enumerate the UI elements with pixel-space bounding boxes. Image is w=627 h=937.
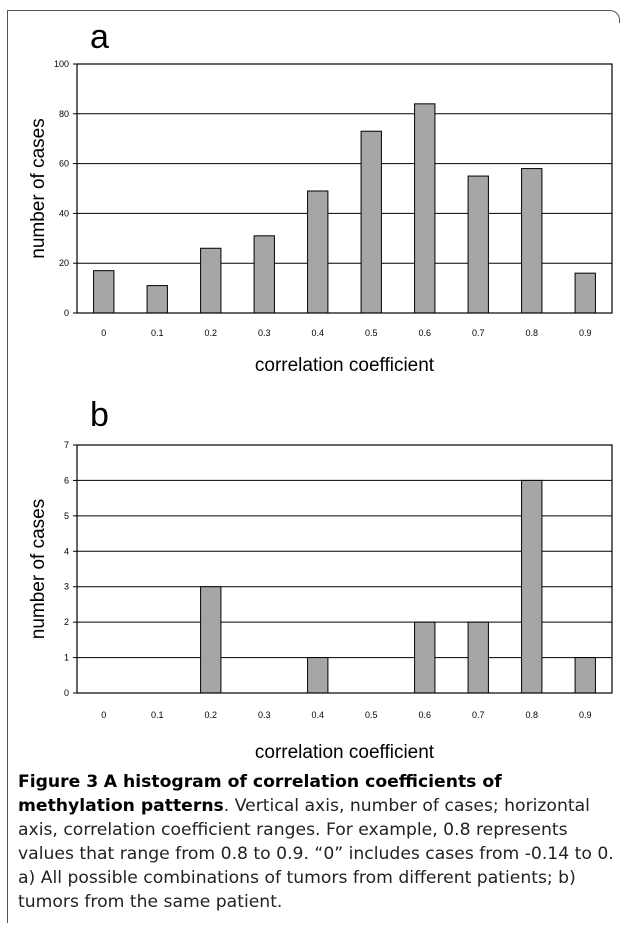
- plot-area-border: [76, 63, 613, 314]
- x-tick-label: 0.5: [365, 328, 378, 338]
- y-tick-label: 60: [59, 159, 69, 169]
- y-tick-label: 2: [64, 617, 69, 627]
- y-tick-label: 100: [54, 59, 69, 69]
- x-tick-label: 0.7: [472, 710, 485, 720]
- panel-b-label: b: [90, 396, 109, 434]
- x-tick-label: 0.5: [365, 710, 378, 720]
- x-axis-title: correlation coefficient: [255, 355, 435, 376]
- caption-body: . Vertical axis, number of cases; horizo…: [18, 796, 614, 912]
- histogram-bar: [521, 479, 543, 694]
- y-tick-label: 20: [59, 258, 69, 268]
- x-tick-label: 0.7: [472, 328, 485, 338]
- y-tick-label: 1: [64, 653, 69, 663]
- x-tick-label: 0.8: [525, 710, 538, 720]
- x-axis-title: correlation coefficient: [255, 742, 435, 763]
- panel-a-label: a: [90, 18, 109, 56]
- x-tick-label: 0.6: [418, 328, 431, 338]
- y-tick-label: 7: [64, 440, 69, 450]
- x-tick-label: 0.9: [579, 328, 592, 338]
- x-tick-label: 0: [101, 710, 106, 720]
- x-tick-label: 0.3: [258, 328, 271, 338]
- y-tick-label: 0: [64, 308, 69, 318]
- y-tick-label: 40: [59, 208, 69, 218]
- y-axis-title: number of cases: [28, 499, 49, 639]
- x-tick-label: 0.4: [311, 328, 324, 338]
- caption-title: A histogram of correlation coefficients …: [18, 772, 502, 816]
- x-tick-label: 0.2: [204, 710, 217, 720]
- figure-frame-top: [7, 10, 620, 23]
- histogram-chart-a: 0 20 40 60 80 100 0 0.1 0.2 0.3 0.4 0.5 0.6 0.7 0.8 0.9…: [28, 59, 613, 376]
- caption-label: Figure 3: [18, 772, 99, 792]
- x-tick-label: 0.1: [151, 710, 164, 720]
- x-tick-label: 0.9: [579, 710, 592, 720]
- figure-frame-left: [7, 10, 8, 923]
- x-tick-label: 0: [101, 328, 106, 338]
- histogram-bar: [307, 657, 329, 694]
- x-tick-label: 0.4: [311, 710, 324, 720]
- y-axis-title: number of cases: [28, 118, 49, 258]
- histogram-bar: [467, 621, 489, 694]
- x-tick-label: 0.8: [525, 328, 538, 338]
- x-tick-label: 0.1: [151, 328, 164, 338]
- y-tick-label: 0: [64, 688, 69, 698]
- y-tick-label: 3: [64, 582, 69, 592]
- histogram-bar: [414, 621, 436, 694]
- histogram-chart-b: 0 1 2 3 4 5 6 7 0 0.1 0.2 0.3 0.4 0.5 0.6 0.7 0.8 0.9 corr…: [28, 440, 613, 763]
- histogram-bar: [200, 586, 222, 694]
- x-tick-label: 0.2: [204, 328, 217, 338]
- y-tick-label: 6: [64, 475, 69, 485]
- x-tick-label: 0.6: [418, 710, 431, 720]
- y-tick-label: 5: [64, 511, 69, 521]
- figure-caption: Figure 3 A histogram of correlation coef…: [18, 770, 616, 914]
- x-tick-label: 0.3: [258, 710, 271, 720]
- histogram-bar: [574, 657, 596, 694]
- y-tick-label: 80: [59, 109, 69, 119]
- y-tick-label: 4: [64, 546, 69, 556]
- plot-area-border: [76, 444, 613, 694]
